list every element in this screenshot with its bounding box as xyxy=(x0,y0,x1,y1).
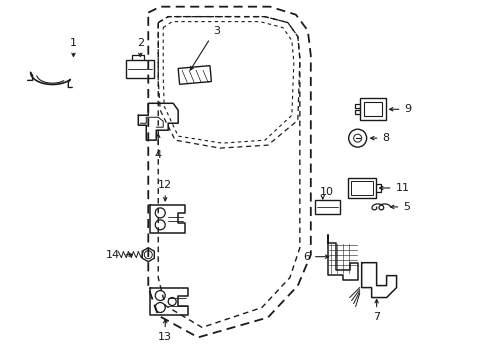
Bar xyxy=(314,200,339,214)
Text: 9: 9 xyxy=(404,104,411,114)
Text: 10: 10 xyxy=(319,187,333,197)
Text: 1: 1 xyxy=(70,37,77,48)
Bar xyxy=(347,178,375,198)
Text: 14: 14 xyxy=(106,250,120,260)
Text: 11: 11 xyxy=(395,183,409,193)
Bar xyxy=(126,60,154,78)
Text: 13: 13 xyxy=(158,332,172,342)
Text: 4: 4 xyxy=(154,150,162,160)
Bar xyxy=(359,98,385,120)
Bar xyxy=(363,102,381,116)
Text: 6: 6 xyxy=(302,252,309,262)
Bar xyxy=(350,181,372,195)
Bar xyxy=(178,66,211,84)
Text: 5: 5 xyxy=(403,202,410,212)
Text: 8: 8 xyxy=(382,133,389,143)
Text: 7: 7 xyxy=(372,312,379,323)
Text: 3: 3 xyxy=(213,26,220,36)
Text: 12: 12 xyxy=(158,180,172,190)
Text: 2: 2 xyxy=(137,37,143,48)
